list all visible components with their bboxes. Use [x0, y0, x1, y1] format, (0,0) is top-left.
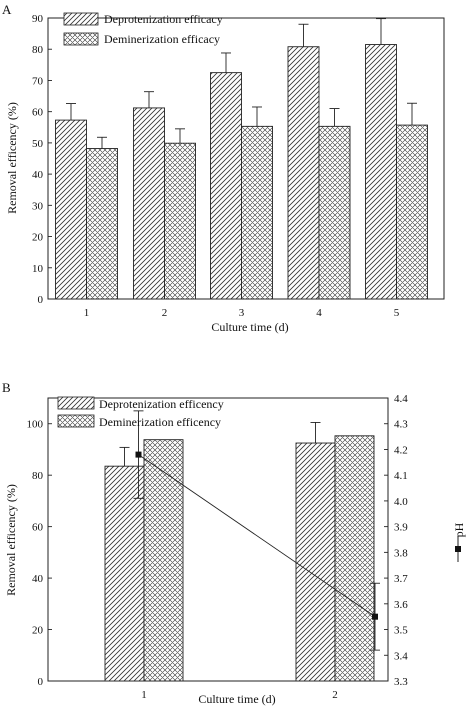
- panel-a-x-axis-title: Culture time (d): [211, 320, 288, 334]
- panel-b-y2-axis-label: pH: [452, 522, 466, 537]
- panel-a: A 0 10 20 30 40 50 60 70 80 90 1 2 3 4 5 Removal effi…: [2, 2, 445, 334]
- bar-deminerization: [143, 439, 184, 682]
- panel-a-legend-swatch-1: [63, 12, 99, 26]
- y2-tick-label: 4.3: [394, 419, 408, 431]
- bar-deprotenization: [133, 107, 165, 300]
- panel-a-y-axis: 0 10 20 30 40 50 60 70 80 90: [32, 13, 52, 306]
- bar-deprotenization: [365, 44, 397, 300]
- panel-b-legend-swatch-1: [57, 396, 95, 410]
- bar-deminerization: [86, 148, 118, 300]
- panel-a-label: A: [2, 2, 12, 17]
- y-tick-label: 90: [32, 13, 44, 25]
- panel-b-ph-line: [133, 410, 380, 651]
- y2-tick-label: 3.3: [394, 676, 408, 688]
- y-tick-label: 0: [38, 294, 44, 306]
- bar-deprotenization: [104, 465, 145, 682]
- bar-deminerization: [164, 142, 196, 300]
- y-tick-label: 100: [27, 419, 44, 431]
- ph-point: [372, 613, 378, 620]
- y-tick-label: 0: [38, 676, 44, 688]
- y2-tick-label: 4.2: [394, 444, 408, 456]
- y-tick-label: 60: [32, 107, 44, 119]
- bar-deminerization: [334, 435, 375, 682]
- y-tick-label: 20: [32, 625, 44, 637]
- y2-tick-label: 3.8: [394, 547, 408, 559]
- bar-deminerization: [396, 124, 428, 300]
- y-tick-label: 70: [32, 75, 44, 87]
- y-tick-label: 50: [32, 138, 44, 150]
- panel-a-legend: Deprotenization efficacy Deminerization …: [63, 12, 223, 46]
- panel-b-label: B: [2, 380, 11, 395]
- bar-deprotenization: [295, 442, 336, 682]
- y2-tick-label: 4.1: [394, 470, 408, 482]
- panel-b-y2-axis: 3.3 3.4 3.5 3.6 3.7 3.8 3.9 4.0 4.1 4.2 4.3 4.4: [384, 393, 408, 688]
- y-tick-label: 60: [32, 522, 44, 534]
- x-tick-label: 3: [239, 307, 245, 319]
- panel-b-y2-legend-marker: [455, 546, 461, 552]
- y-tick-label: 30: [32, 200, 44, 212]
- panel-a-legend-swatch-2: [63, 32, 99, 46]
- y2-tick-label: 4.4: [394, 393, 408, 405]
- x-tick-label: 2: [332, 689, 338, 701]
- y-tick-label: 80: [32, 44, 44, 56]
- bar-deminerization: [241, 125, 273, 300]
- x-tick-label: 4: [316, 307, 322, 319]
- y2-tick-label: 3.7: [394, 573, 408, 585]
- y2-tick-label: 3.5: [394, 625, 408, 637]
- panel-b-bars: [104, 421, 375, 682]
- panel-a-legend-label-1: Deprotenization efficacy: [104, 12, 223, 26]
- ph-point: [135, 451, 142, 458]
- panel-b-y2-axis-title: pH: [452, 522, 466, 562]
- bar-deminerization: [318, 125, 351, 300]
- bar-deprotenization: [55, 119, 87, 300]
- y-tick-label: 40: [32, 169, 44, 181]
- y-tick-label: 10: [32, 263, 44, 275]
- panel-b-frame: [47, 397, 389, 682]
- y2-tick-label: 4.0: [394, 496, 408, 508]
- panel-a-bars: [55, 18, 428, 300]
- panel-b-y-axis: 0 20 40 60 80 100: [27, 419, 52, 688]
- y-tick-label: 20: [32, 232, 44, 244]
- panel-b-x-axis-title: Culture time (d): [198, 692, 275, 706]
- panel-b-legend: Deprotenization efficency Deminerization…: [57, 396, 224, 429]
- bar-deprotenization: [210, 72, 242, 300]
- panel-a-y-axis-title: Removal efficency (%): [5, 102, 19, 214]
- y2-tick-label: 3.4: [394, 650, 408, 662]
- panel-b-legend-swatch-2: [57, 414, 95, 428]
- ph-line: [138, 454, 376, 618]
- x-tick-label: 1: [84, 307, 90, 319]
- panel-b-legend-label-1: Deprotenization efficency: [99, 397, 224, 411]
- panel-b-legend-label-2: Deminerization efficency: [99, 415, 221, 429]
- x-tick-label: 1: [141, 689, 147, 701]
- y-tick-label: 40: [32, 573, 44, 585]
- panel-b: B 0 20 40 60 80 100 3.3 3.4 3.5 3.6 3.7 3.8 3.9 4.0 4…: [2, 380, 466, 706]
- x-tick-label: 2: [162, 307, 168, 319]
- y2-tick-label: 3.9: [394, 522, 408, 534]
- y2-tick-label: 3.6: [394, 599, 408, 611]
- x-tick-label: 5: [394, 307, 400, 319]
- panel-b-y-axis-title: Removal efficency (%): [4, 484, 18, 596]
- y-tick-label: 80: [32, 470, 44, 482]
- panel-a-legend-label-2: Deminerization efficacy: [104, 32, 220, 46]
- bar-deprotenization: [287, 46, 320, 300]
